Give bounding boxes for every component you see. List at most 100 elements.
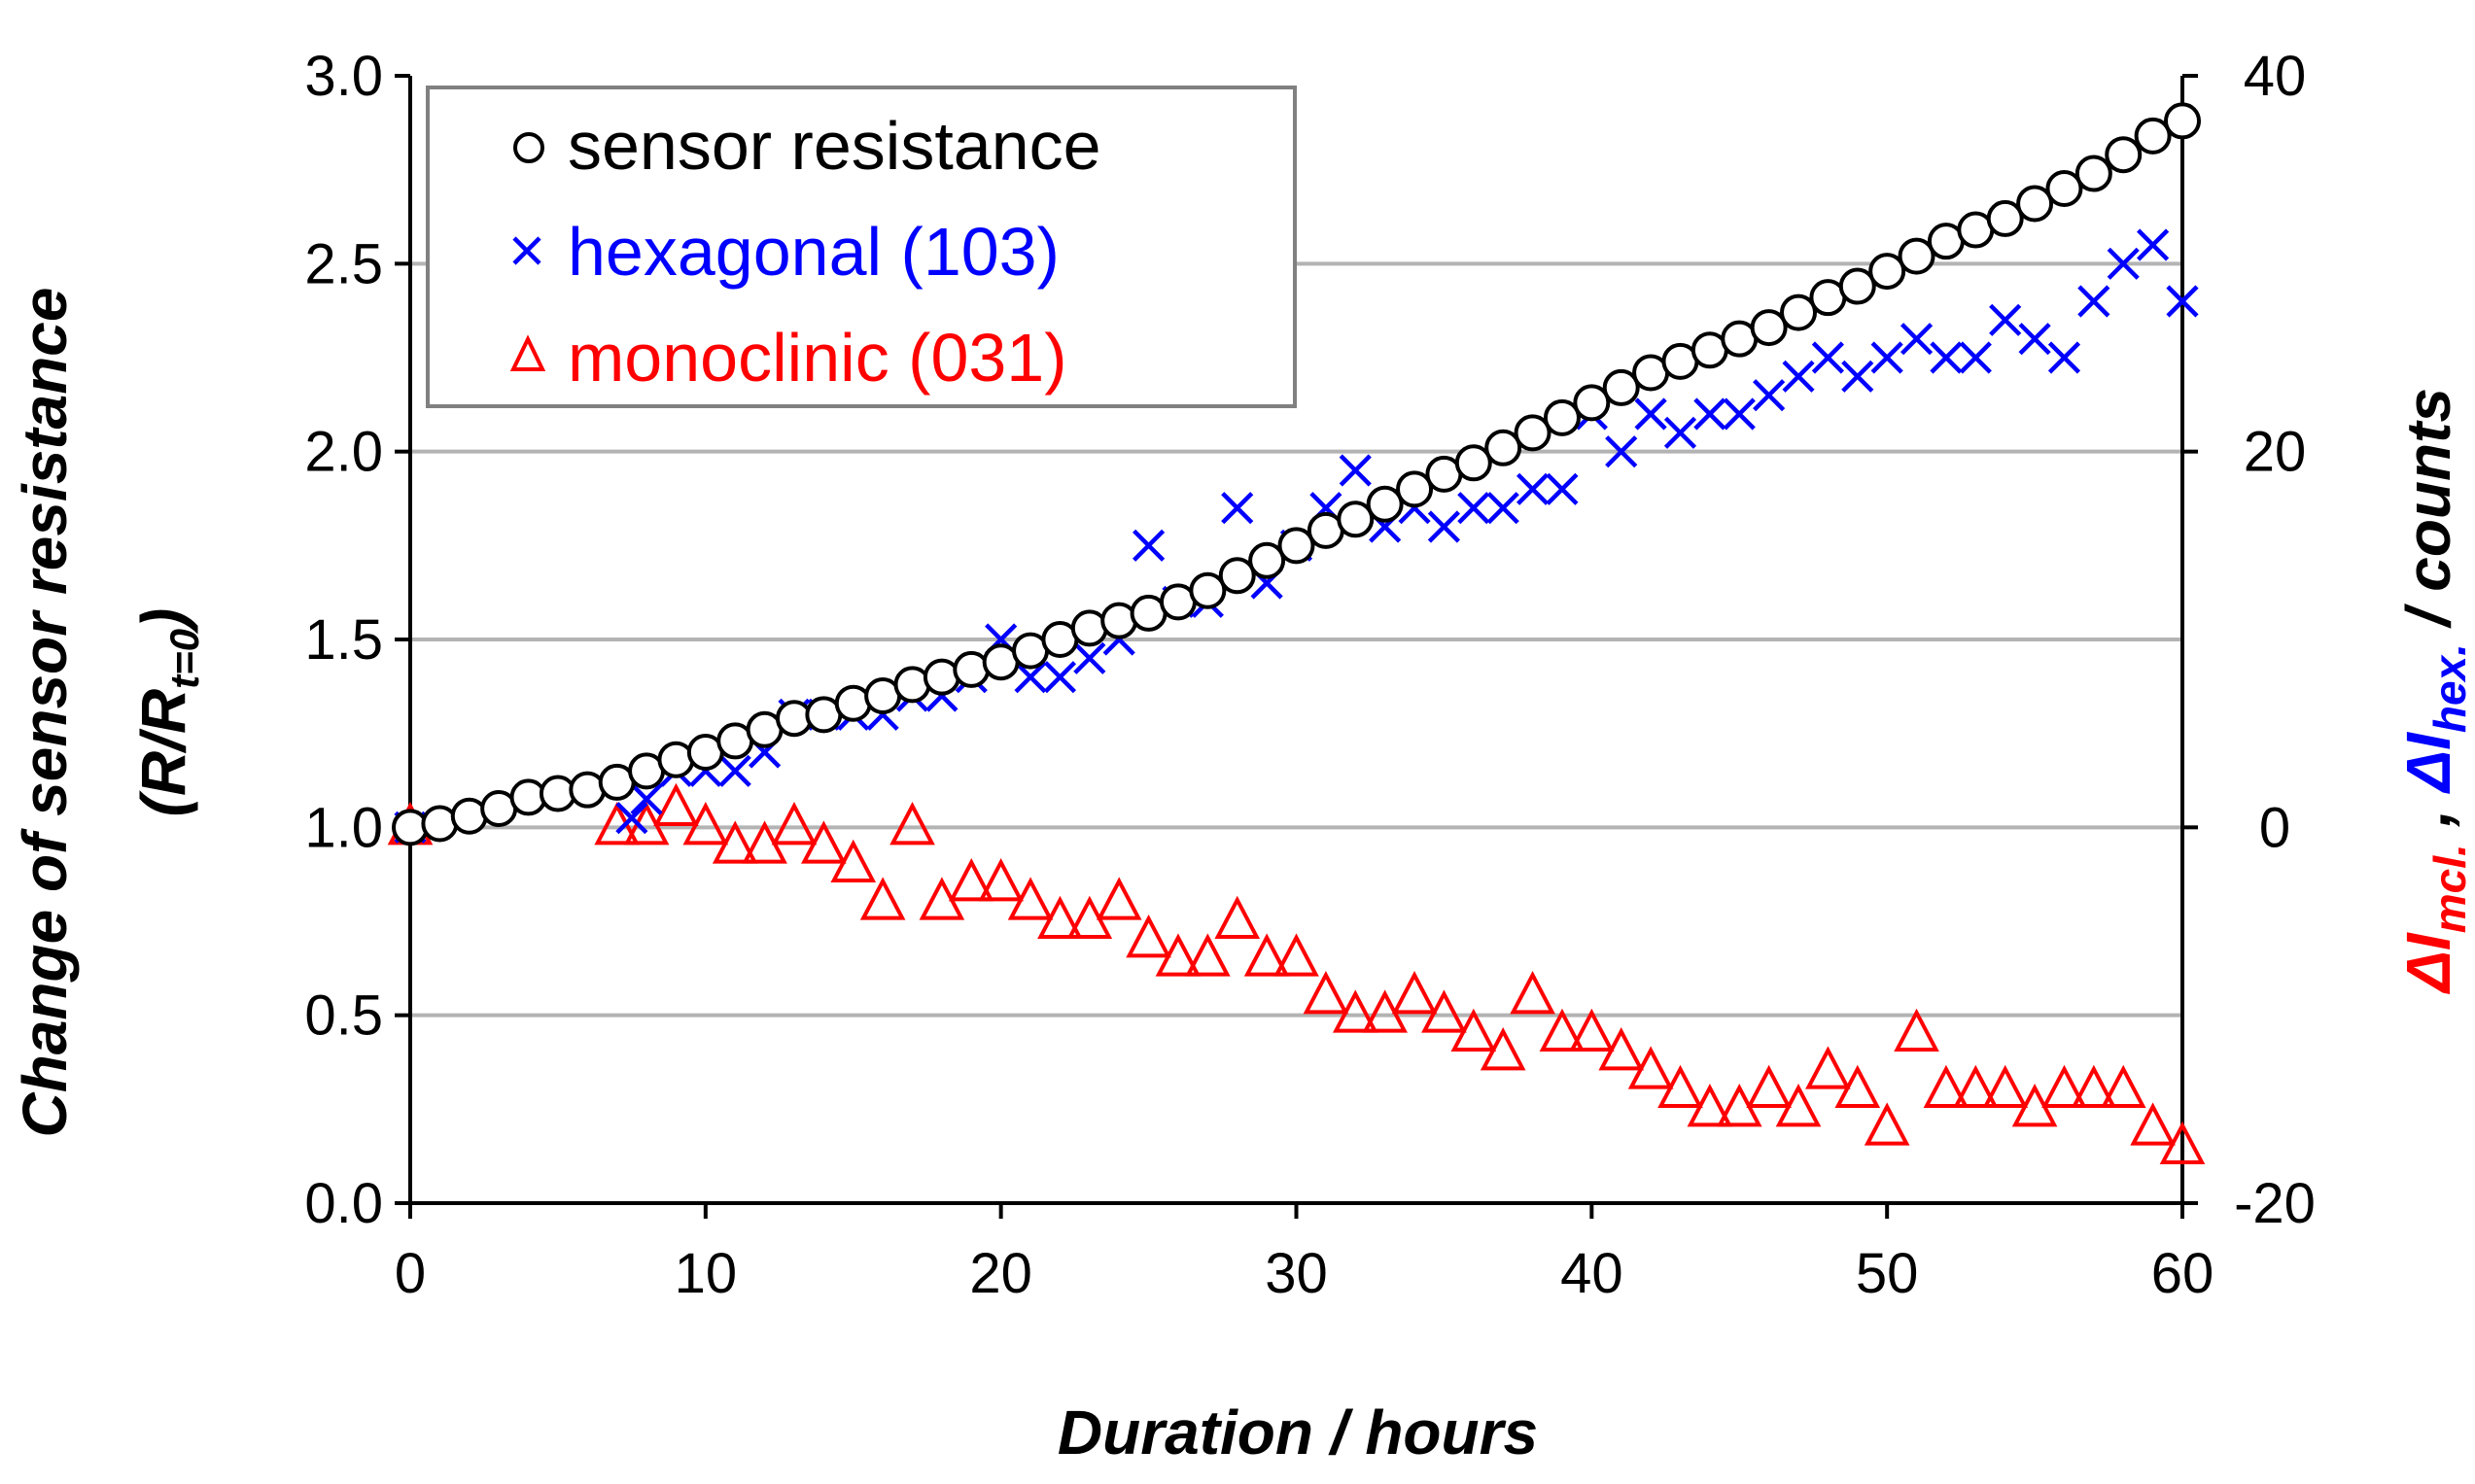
data-point-triangle xyxy=(1923,1064,1970,1108)
data-point-triangle xyxy=(1096,877,1142,920)
data-point-x xyxy=(1132,529,1166,562)
data-point-circle xyxy=(1514,414,1551,452)
data-point-circle xyxy=(2045,170,2083,207)
series-x xyxy=(394,228,2199,844)
series-circle xyxy=(392,102,2201,846)
y2-axis-label: ΔImcl. , ΔIhex. / counts xyxy=(2393,388,2475,994)
x-stroke xyxy=(1014,661,1047,694)
data-point-x xyxy=(1457,492,1490,525)
y2-tick-label: -20 xyxy=(2234,1172,2316,1235)
legend-box xyxy=(426,86,1297,408)
data-point-triangle xyxy=(859,877,906,920)
x-stroke xyxy=(1753,379,1786,412)
data-point-x xyxy=(1811,341,1844,374)
data-point-x xyxy=(1959,341,1992,374)
data-point-x xyxy=(2137,228,2170,261)
x-stroke xyxy=(1073,641,1106,674)
x-stroke xyxy=(1546,472,1579,505)
axes xyxy=(395,74,2198,1219)
legend-label-monoclinic: monoclinic (031) xyxy=(568,320,1067,396)
data-point-circle xyxy=(1366,485,1404,523)
data-point-triangle xyxy=(1627,1046,1674,1089)
data-point-circle xyxy=(1248,541,1286,579)
x-stroke xyxy=(1870,341,1903,374)
data-point-triangle xyxy=(1569,1008,1615,1052)
x-axis-label: Duration / hours xyxy=(1058,1398,1538,1467)
data-point-circle xyxy=(1277,527,1315,565)
data-point-triangle xyxy=(1982,1064,2029,1108)
x-stroke xyxy=(1811,341,1844,374)
data-point-triangle xyxy=(1185,933,1231,977)
x-tick-label: 30 xyxy=(1265,1242,1328,1305)
data-point-x xyxy=(1014,661,1047,694)
data-point-x xyxy=(1073,641,1106,674)
data-point-triangle xyxy=(682,802,729,846)
series-layer xyxy=(387,102,2206,1164)
data-point-triangle xyxy=(1657,1064,1703,1108)
data-point-x xyxy=(1221,492,1254,525)
y-tick-label: 1.5 xyxy=(304,608,383,672)
x-stroke xyxy=(2137,228,2170,261)
data-point-circle xyxy=(1484,429,1522,466)
data-point-triangle xyxy=(1273,933,1319,977)
data-point-triangle xyxy=(1775,1084,1822,1127)
x-stroke xyxy=(1339,454,1372,487)
x-stroke xyxy=(1989,303,2022,336)
data-point-triangle xyxy=(2100,1064,2146,1108)
data-point-triangle xyxy=(948,858,994,902)
data-point-x xyxy=(1723,397,1756,431)
data-point-triangle xyxy=(1746,1064,1792,1108)
data-point-x xyxy=(1841,360,1874,393)
data-point-triangle xyxy=(712,820,758,864)
legend-marker-circle xyxy=(513,132,544,163)
y-tick-label: 3.0 xyxy=(304,45,383,108)
data-point-triangle xyxy=(1214,895,1261,939)
data-point-triangle xyxy=(1243,933,1290,977)
data-point-circle xyxy=(1986,199,2024,237)
data-point-triangle xyxy=(1953,1064,1999,1108)
legend-label-hexagonal: hexagonal (103) xyxy=(568,214,1060,290)
data-point-circle xyxy=(2105,136,2143,174)
data-point-triangle xyxy=(1510,971,1555,1015)
x-stroke xyxy=(1427,510,1461,543)
data-point-x xyxy=(2166,285,2199,318)
data-point-triangle xyxy=(2159,1121,2206,1164)
data-point-x xyxy=(1605,435,1638,468)
data-point-circle xyxy=(2074,155,2112,192)
data-point-triangle xyxy=(1894,1008,1939,1052)
data-point-triangle xyxy=(1037,895,1083,939)
x-stroke xyxy=(1221,492,1254,525)
data-point-triangle xyxy=(1391,971,1438,1015)
data-point-x xyxy=(1989,303,2022,336)
x-stroke xyxy=(1486,492,1519,525)
gridlines xyxy=(410,261,2182,1018)
x-stroke xyxy=(2018,323,2051,356)
y-tick-label: 2.0 xyxy=(304,421,383,484)
y-tick-label: 2.5 xyxy=(304,232,383,295)
data-point-triangle xyxy=(2071,1064,2117,1108)
data-point-circle xyxy=(1337,500,1375,538)
data-point-x xyxy=(718,754,751,787)
x-stroke xyxy=(1663,416,1697,449)
y2-tick-label: 0 xyxy=(2259,796,2290,859)
y2-tick-labels: -20 0 20 40 xyxy=(2234,45,2316,1235)
data-point-triangle xyxy=(2130,1102,2176,1146)
x-stroke xyxy=(1930,341,1963,374)
data-point-triangle xyxy=(1303,971,1349,1015)
data-point-x xyxy=(1930,341,1963,374)
data-point-circle xyxy=(1780,293,1818,331)
data-point-triangle xyxy=(2041,1064,2087,1108)
data-point-circle xyxy=(2134,117,2172,155)
y-tick-label: 0.5 xyxy=(304,984,383,1048)
y-axis-label: Change of sensor resistance xyxy=(10,288,80,1138)
data-point-circle xyxy=(2164,102,2201,140)
data-point-triangle xyxy=(1834,1064,1881,1108)
data-point-triangle xyxy=(1155,933,1202,977)
x-stroke xyxy=(2166,285,2199,318)
x-stroke xyxy=(630,782,663,815)
data-point-x xyxy=(1693,397,1726,431)
x-stroke xyxy=(2107,247,2140,280)
x-stroke xyxy=(1900,323,1934,356)
x-stroke xyxy=(2077,285,2110,318)
